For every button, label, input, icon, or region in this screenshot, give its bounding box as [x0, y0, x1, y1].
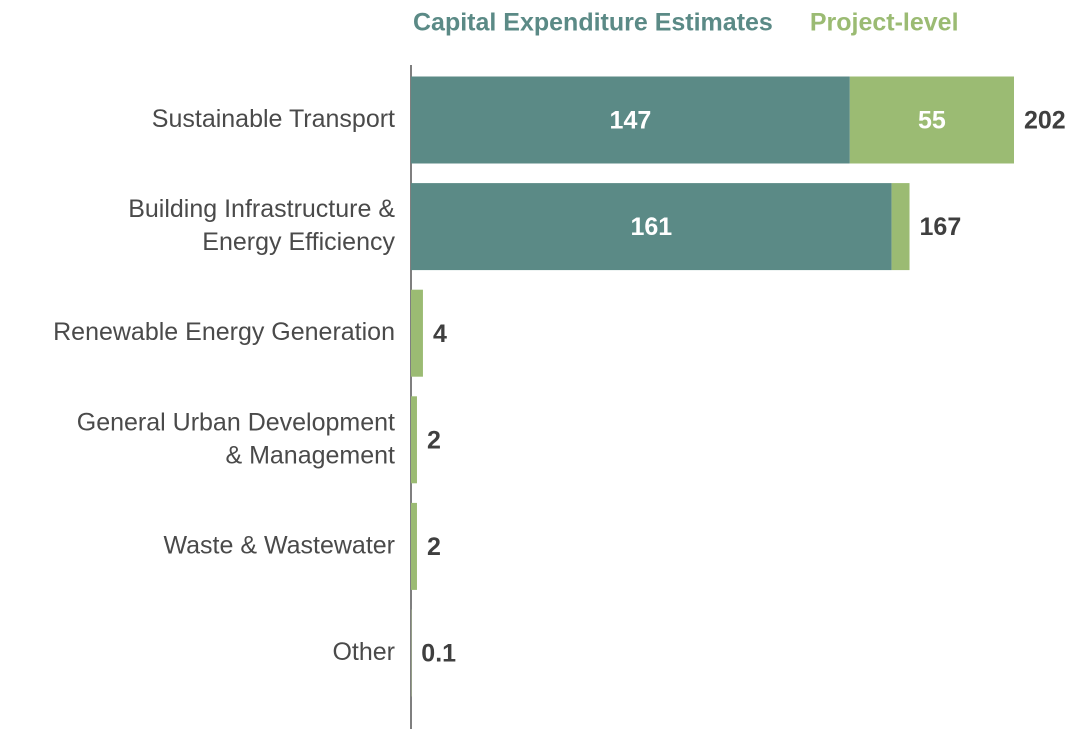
category-line: & Management: [225, 441, 395, 469]
total-label: 2: [427, 426, 441, 454]
legend-label: Capital Expenditure Estimates: [413, 9, 773, 37]
total-label: 2: [427, 533, 441, 561]
category-line: Energy Efficiency: [202, 228, 395, 256]
bar-segment: [849, 76, 1014, 164]
category-line: Other: [332, 638, 395, 666]
category-line: Sustainable Transport: [152, 105, 395, 133]
bar-segment: [411, 502, 417, 590]
bar-segment: [411, 289, 423, 377]
category-line: Building Infrastructure &: [128, 195, 395, 223]
category-line: General Urban Development: [77, 408, 395, 436]
category-label: Waste & Wastewater: [163, 531, 395, 559]
category-label: Building Infrastructure & Energy Efficien…: [128, 195, 395, 256]
bar-value-label: 161: [630, 213, 672, 241]
category-label: Renewable Energy Generation: [53, 318, 395, 346]
bar-segment: [411, 76, 850, 164]
legend-label: Project-level: [810, 9, 959, 37]
bar-value-label: 147: [610, 107, 652, 135]
bar-segment: [411, 396, 417, 484]
total-label: 4: [433, 320, 447, 348]
category-line: Renewable Energy Generation: [53, 318, 395, 346]
bar-segment: [411, 183, 892, 271]
bar-segment: [891, 183, 910, 271]
category-label: Other: [332, 638, 395, 666]
category-label: General Urban Development & Management: [77, 408, 395, 469]
total-label: 0.1: [421, 640, 456, 668]
total-label: 202: [1024, 107, 1066, 135]
category-label: Sustainable Transport: [152, 105, 395, 133]
bar-value-label: 55: [918, 107, 946, 135]
category-line: Waste & Wastewater: [163, 531, 395, 559]
total-label: 167: [920, 213, 962, 241]
